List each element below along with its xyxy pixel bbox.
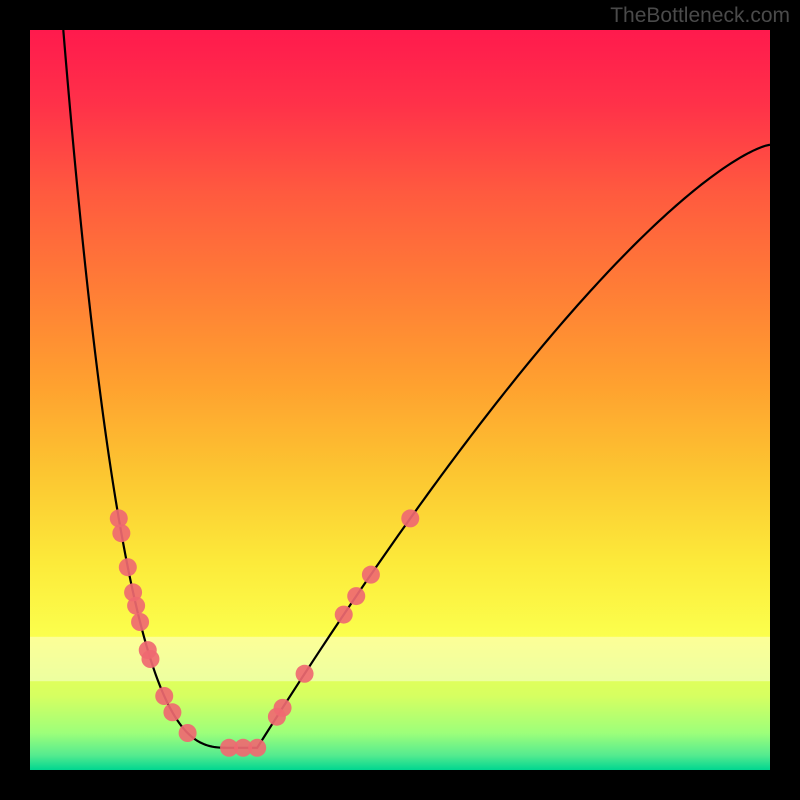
data-marker (248, 739, 266, 757)
data-marker (401, 509, 419, 527)
watermark-text: TheBottleneck.com (610, 4, 790, 28)
data-marker (335, 606, 353, 624)
data-marker (274, 699, 292, 717)
plot-border-right (770, 0, 800, 800)
data-marker (127, 597, 145, 615)
data-marker (296, 665, 314, 683)
canvas-root: TheBottleneck.com (0, 0, 800, 800)
data-marker (155, 687, 173, 705)
data-marker (119, 558, 137, 576)
data-marker (362, 566, 380, 584)
data-marker (141, 650, 159, 668)
data-marker (347, 587, 365, 605)
plot-border-bottom (0, 770, 800, 800)
data-marker (179, 724, 197, 742)
plot-area (30, 30, 770, 770)
data-marker (112, 524, 130, 542)
plot-border-left (0, 0, 30, 800)
data-marker (131, 613, 149, 631)
plot-highlight-band (30, 637, 770, 681)
data-marker (163, 703, 181, 721)
